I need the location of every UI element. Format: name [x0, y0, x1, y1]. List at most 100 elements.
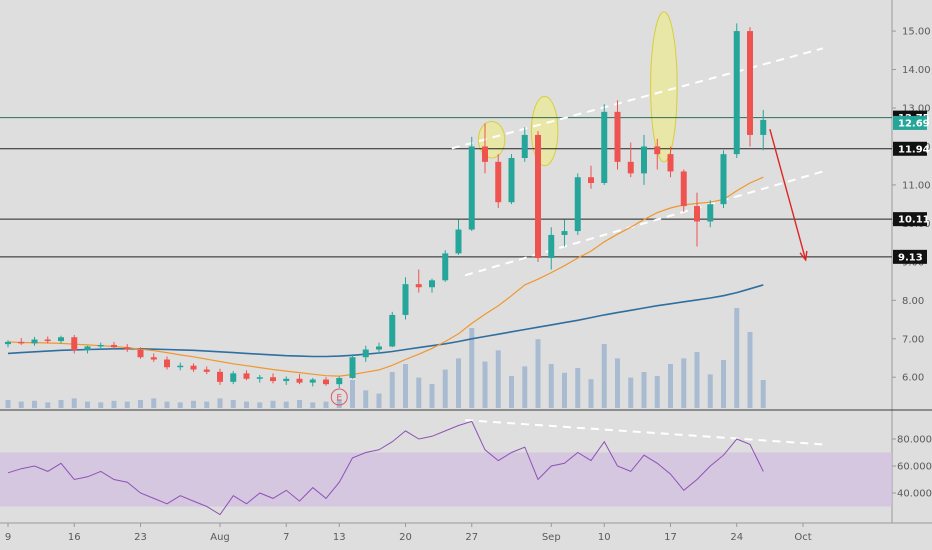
level-tag [893, 212, 927, 227]
time-tick-label: 16 [68, 532, 81, 543]
rsi-tick-label: 40.0000 [897, 489, 932, 500]
time-tick-label: 24 [730, 532, 743, 543]
candle-body [548, 234, 555, 258]
volume-bar [18, 401, 24, 408]
volume-bar [257, 402, 263, 408]
candle-body [177, 365, 184, 368]
candle-body [309, 379, 316, 383]
candle [601, 104, 608, 185]
price-tick-label: 14.00 [902, 65, 931, 76]
volume-bar [548, 364, 554, 408]
candle [243, 370, 250, 381]
volume-bar [389, 372, 395, 408]
candle [614, 100, 621, 170]
candle-body [243, 373, 250, 379]
time-tick-label: Oct [794, 532, 811, 543]
candle-body [641, 146, 647, 174]
volume-bar [694, 352, 700, 408]
rsi-layer [7, 420, 764, 516]
rsi-tick-label: 80.0000 [897, 435, 932, 446]
candle-body [747, 31, 753, 135]
volume-bar [350, 380, 355, 408]
candle-body [362, 349, 369, 358]
candle-body [256, 377, 263, 379]
candle [442, 250, 449, 282]
price-tick-label: 8.00 [902, 296, 924, 307]
volume-bar [32, 400, 37, 408]
candle [283, 376, 290, 385]
candle [667, 146, 674, 178]
candle-body [455, 229, 462, 254]
candle [84, 345, 91, 354]
volume-bar [482, 361, 488, 408]
volume-bar [747, 332, 753, 408]
volume-bar [522, 366, 528, 408]
candle [124, 344, 131, 352]
candle [548, 227, 555, 270]
volume-bar [111, 400, 117, 408]
candle [71, 334, 78, 354]
candle-body [31, 339, 38, 344]
candle [733, 23, 740, 158]
volume-bar [575, 368, 581, 408]
candle [97, 342, 104, 350]
volume-bar [297, 400, 302, 408]
volume-bar [721, 360, 726, 408]
volume-bar [495, 350, 501, 408]
candle [521, 127, 528, 162]
candle-body [164, 359, 170, 368]
candle [574, 173, 581, 235]
forecast-arrow-head [799, 250, 808, 262]
time-tick-label: Sep [542, 532, 561, 543]
earnings-label: E [336, 394, 342, 404]
candle [654, 138, 661, 170]
candle [429, 278, 435, 293]
volume-bar [98, 402, 104, 408]
ma-fast-line [7, 176, 764, 377]
level-tag [893, 141, 927, 156]
candle-body [574, 177, 581, 232]
candle-body [588, 177, 594, 183]
time-tick-label: 10 [598, 532, 611, 543]
last-price-tag [893, 115, 927, 130]
candle-body [654, 146, 661, 155]
volume-bar [336, 399, 342, 408]
candle [18, 338, 25, 345]
annotation-layer: E [330, 128, 808, 406]
candle-body [58, 337, 64, 342]
volume-bar [376, 393, 382, 408]
rsi-band-layer [0, 452, 892, 507]
candle [495, 154, 502, 208]
rsi-band [0, 452, 892, 507]
candle-body [402, 284, 409, 315]
candle-body [442, 253, 449, 281]
candle-body [323, 379, 329, 385]
candle [349, 354, 356, 379]
candle [362, 345, 369, 362]
level-tag-label: 9.13 [898, 252, 923, 263]
volume-bar [217, 398, 223, 408]
volume-bar [45, 402, 51, 408]
candle-body [429, 280, 435, 288]
candle [44, 336, 51, 344]
level-tag [893, 249, 927, 264]
candle-body [150, 357, 157, 360]
volume-bar [707, 374, 713, 408]
candle-body [535, 134, 541, 258]
volume-bar [177, 402, 183, 408]
price-tick-label: 6.00 [902, 373, 924, 384]
candle [468, 136, 475, 232]
price-tick-label: 15.00 [902, 27, 931, 38]
candle-body [627, 161, 634, 174]
time-tick-label: 13 [333, 532, 346, 543]
candle-body [482, 146, 488, 162]
volume-bar [588, 379, 594, 408]
candle-body [614, 111, 621, 162]
candle-body [733, 31, 740, 155]
time-tick-label: 20 [399, 532, 412, 543]
volume-bar [641, 372, 647, 408]
candle-body [468, 146, 475, 230]
level-tag-label: 10.11 [898, 215, 930, 226]
volume-bar [283, 401, 289, 408]
